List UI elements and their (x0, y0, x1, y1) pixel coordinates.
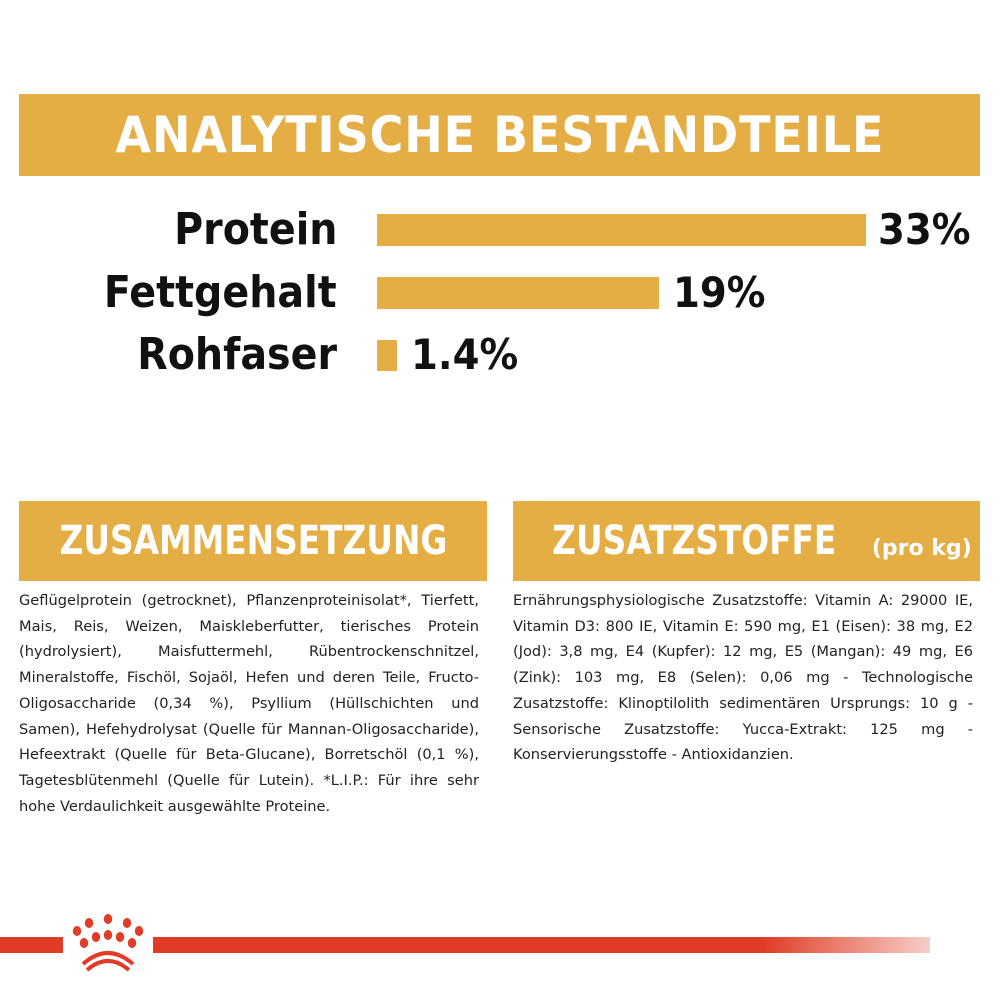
additives-title: ZUSATZSTOFFE (552, 518, 837, 564)
bar-value: 19% (673, 268, 766, 317)
bar-rohfaser (377, 340, 397, 371)
additives-text: Ernährungsphysiologische Zusatzstoffe: V… (513, 592, 973, 764)
bar-value: 33% (878, 205, 971, 254)
composition-title: ZUSAMMENSETZUNG (59, 518, 447, 564)
bar-row-protein: Protein 33% (0, 205, 1000, 255)
bar-value: 1.4% (411, 330, 519, 379)
composition-text: Geflügelprotein (getrocknet), Pflanzenpr… (19, 592, 479, 815)
royal-crown-paw-logo-icon (63, 912, 153, 980)
additives-banner: ZUSATZSTOFFE (pro kg) (513, 501, 980, 581)
bar-label: Fettgehalt (104, 267, 337, 318)
bar-label: Rohfaser (137, 329, 337, 380)
bar-row-rohfaser: Rohfaser 1.4% (0, 330, 1000, 380)
bar-protein (377, 214, 866, 246)
footer-red-line (0, 937, 930, 953)
bar-row-fettgehalt: Fettgehalt 19% (0, 268, 1000, 318)
header-banner: ANALYTISCHE BESTANDTEILE (19, 94, 980, 176)
page-title: ANALYTISCHE BESTANDTEILE (115, 106, 884, 164)
additives-title-suffix: (pro kg) (871, 536, 972, 561)
bar-fettgehalt (377, 277, 659, 309)
composition-banner: ZUSAMMENSETZUNG (19, 501, 487, 581)
bar-label: Protein (173, 204, 337, 255)
